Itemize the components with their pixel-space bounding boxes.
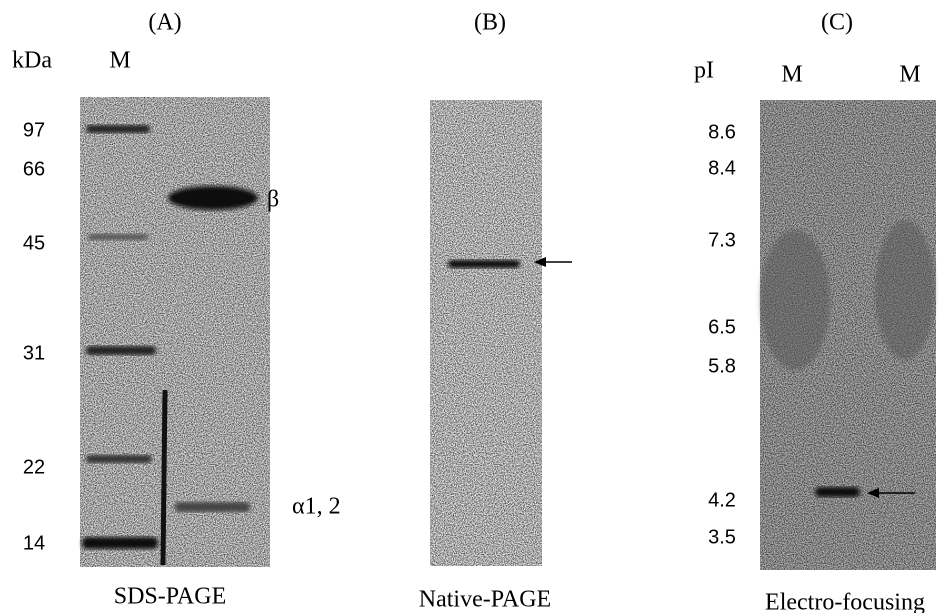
marker-label: 97 (23, 119, 45, 141)
unit-label: kDa (12, 48, 52, 74)
gel-a (80, 97, 270, 567)
marker-label: 66 (23, 158, 45, 180)
marker-label: 7.3 (708, 229, 736, 251)
marker-label: 8.6 (708, 121, 736, 143)
band-label: β (267, 187, 279, 213)
caption: SDS-PAGE (114, 584, 227, 610)
marker-label: 5.8 (708, 355, 736, 377)
panel-label: (C) (821, 10, 853, 36)
band-label: α1, 2 (292, 494, 341, 520)
caption: Native-PAGE (419, 587, 551, 613)
panel-label: (A) (148, 10, 181, 36)
gel-b (430, 100, 542, 566)
marker-label: 3.5 (708, 526, 736, 548)
panel-label: (B) (474, 10, 506, 36)
marker-label: 31 (23, 342, 45, 364)
arrow (534, 257, 572, 267)
gel-c (760, 100, 936, 570)
marker-label: 8.4 (708, 157, 736, 179)
lane-label: M (899, 62, 920, 88)
lane-label: M (781, 62, 802, 88)
unit-label: pI (694, 58, 714, 84)
marker-label: 14 (23, 532, 45, 554)
lane-label: M (109, 48, 130, 74)
caption: Electro-focusing (765, 590, 925, 613)
marker-label: 22 (23, 456, 45, 478)
arrow (867, 488, 915, 498)
marker-label: 4.2 (708, 489, 736, 511)
marker-label: 45 (23, 232, 45, 254)
marker-label: 6.5 (708, 316, 736, 338)
